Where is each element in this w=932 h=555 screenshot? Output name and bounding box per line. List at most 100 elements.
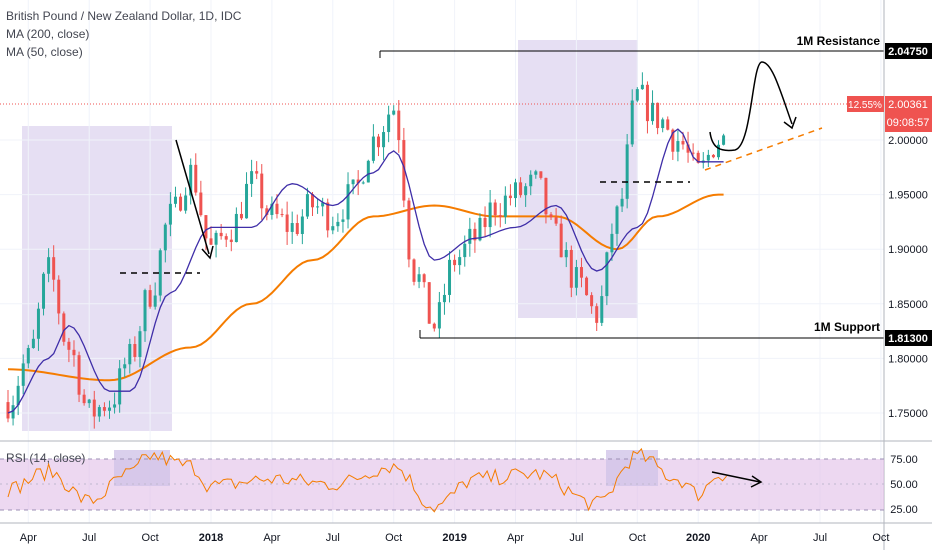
price-tick-label: 1.90000	[888, 244, 928, 256]
time-tick-label: Jul	[813, 532, 827, 544]
candle-body	[138, 331, 142, 357]
candle-body	[508, 195, 512, 199]
candle-body	[366, 160, 370, 183]
candle-body	[300, 216, 304, 235]
candle-body	[153, 295, 157, 307]
candle-body	[224, 236, 228, 240]
candle-body	[21, 363, 25, 386]
candle-body	[305, 194, 309, 217]
candle-body	[255, 171, 259, 174]
price-tick-label: 1.95000	[888, 190, 928, 202]
projection-curve-arrow	[709, 61, 797, 152]
candle-body	[6, 402, 10, 419]
candle-body	[321, 202, 325, 207]
candle-body	[42, 273, 46, 309]
candle-body	[483, 217, 487, 228]
candle-body	[351, 179, 355, 185]
candle-body	[493, 202, 497, 216]
price-axis-bg	[884, 0, 932, 440]
rsi-arrow	[711, 471, 763, 488]
candle-body	[595, 306, 599, 323]
candle-body	[605, 252, 609, 297]
candle-body	[204, 215, 208, 239]
time-tick-label: 2019	[442, 532, 466, 544]
price-grid	[0, 0, 884, 523]
candle-body	[290, 223, 294, 232]
candle-body	[620, 198, 624, 207]
candle-body	[143, 290, 147, 332]
candle-body	[26, 348, 30, 364]
candle-body	[610, 233, 614, 253]
candle-body	[158, 250, 162, 296]
ma50-path	[7, 128, 724, 414]
rsi-line	[7, 447, 727, 513]
change-value: 12.55%	[848, 100, 882, 111]
candle-body	[686, 144, 690, 153]
candle-body	[173, 196, 177, 204]
candle-body	[57, 279, 61, 314]
candle-body	[11, 405, 15, 419]
candle-body	[168, 203, 172, 225]
time-tick-label: Apr	[20, 532, 37, 544]
candle-body	[316, 206, 320, 208]
time-tick-label: Oct	[872, 532, 889, 544]
candle-body	[488, 202, 492, 228]
candle-body	[87, 399, 91, 404]
candle-body	[397, 110, 401, 141]
candle-body	[422, 274, 426, 283]
candle-body	[199, 192, 203, 216]
candle-body	[113, 404, 117, 408]
price-tick-label: 1.75000	[888, 408, 928, 420]
candle-body	[417, 274, 421, 282]
candle-body	[412, 259, 416, 282]
support-value: 1.81300	[888, 333, 928, 345]
time-tick-label: Apr	[751, 532, 768, 544]
candle-body	[534, 171, 538, 175]
ma50-line	[7, 128, 724, 414]
time-tick-label: 2018	[199, 532, 223, 544]
candle-body	[123, 364, 127, 369]
time-tick-label: 2020	[686, 532, 710, 544]
rsi-tick-label: 50.00	[890, 479, 918, 491]
current-price-tag	[885, 96, 932, 132]
candle-body	[706, 154, 710, 161]
candle-body	[47, 257, 51, 274]
candle-body	[92, 399, 96, 417]
candle-body	[579, 267, 583, 278]
candle-body	[529, 174, 533, 187]
candle-body	[346, 184, 350, 220]
candle-body	[179, 196, 183, 211]
candle-body	[625, 144, 629, 199]
candle-body	[31, 338, 35, 349]
candle-body	[194, 164, 198, 193]
candle-body	[615, 206, 619, 234]
candle-body	[442, 294, 446, 303]
candle-body	[356, 179, 360, 184]
candle-body	[331, 226, 335, 231]
rsi-tick-label: 25.00	[890, 504, 918, 516]
time-tick-label: Jul	[82, 532, 96, 544]
time-tick-label: Oct	[142, 532, 159, 544]
candle-body	[184, 195, 188, 211]
candle-body	[97, 407, 101, 417]
change-tag	[847, 96, 884, 112]
candle-body	[574, 267, 578, 288]
candle-body	[564, 249, 568, 258]
candle-body	[382, 132, 386, 148]
candle-body	[503, 195, 507, 217]
candle-body	[722, 135, 726, 145]
candle-body	[463, 243, 467, 258]
legend-ma200: MA (200, close)	[6, 27, 90, 41]
candle-body	[16, 385, 20, 406]
candle-body	[270, 203, 274, 215]
candle-body	[52, 257, 56, 280]
candle-body	[569, 249, 573, 288]
time-axis-ticks: Apr Jul Oct 2018 Apr Jul Oct 2019 Apr Jul Oct 2020 A…	[20, 532, 890, 544]
rsi-label: RSI (14, close)	[6, 451, 85, 465]
candle-body	[361, 182, 365, 184]
candle-body	[661, 119, 665, 129]
candle-body	[118, 368, 122, 405]
candle-body	[651, 102, 655, 122]
candle-body	[341, 219, 345, 222]
